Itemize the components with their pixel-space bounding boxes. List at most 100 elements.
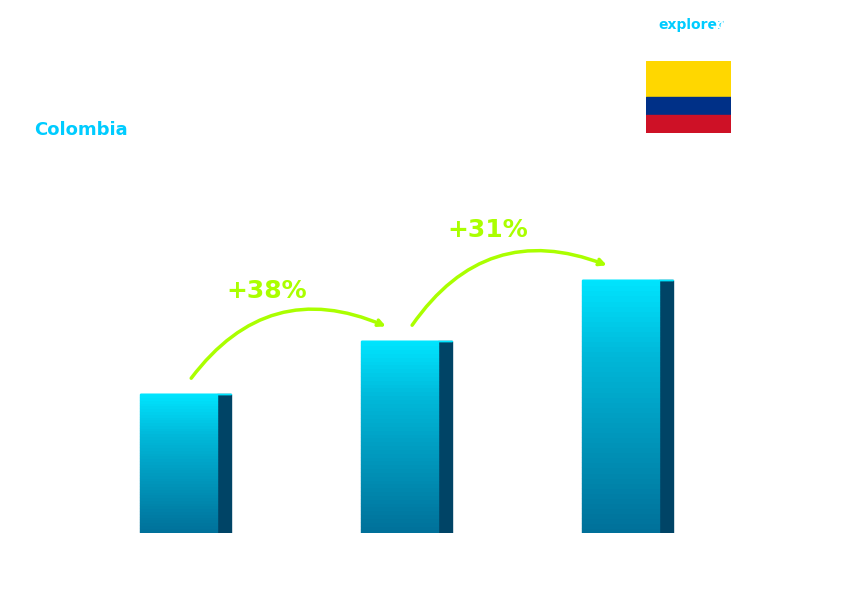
Bar (139, 414, 217, 416)
Bar (139, 456, 217, 458)
Bar (139, 444, 217, 447)
Text: Salary Comparison By Education: Salary Comparison By Education (34, 30, 542, 58)
Bar (360, 418, 438, 422)
Bar (646, 97, 731, 115)
Text: 10,800,000 COP: 10,800,000 COP (561, 253, 680, 267)
Bar (139, 411, 217, 414)
Bar (581, 452, 659, 458)
Bar (581, 467, 659, 473)
Bar (581, 336, 659, 341)
Bar (360, 438, 438, 441)
Text: Environmental Scientist: Environmental Scientist (34, 79, 248, 97)
Bar (581, 341, 659, 346)
Bar (360, 487, 438, 491)
Bar (139, 478, 217, 481)
Bar (581, 366, 659, 371)
Bar (139, 439, 217, 442)
Bar (360, 395, 438, 399)
Bar (581, 280, 659, 285)
Bar (360, 353, 438, 357)
Bar (139, 403, 217, 405)
Bar (581, 402, 659, 407)
Bar (360, 518, 438, 522)
Bar (139, 519, 217, 522)
Bar (581, 478, 659, 482)
Bar (360, 461, 438, 464)
Bar (581, 387, 659, 391)
Bar (581, 397, 659, 402)
Bar (360, 507, 438, 510)
Bar (581, 503, 659, 508)
Bar (139, 489, 217, 491)
Bar (139, 453, 217, 456)
Bar (139, 475, 217, 478)
Polygon shape (218, 395, 231, 533)
Bar (360, 525, 438, 530)
Bar (360, 341, 438, 345)
Bar (581, 462, 659, 467)
Bar (139, 486, 217, 489)
Bar (581, 361, 659, 366)
Bar (581, 458, 659, 462)
Bar (360, 456, 438, 461)
Bar (139, 467, 217, 470)
Bar (360, 426, 438, 430)
Bar (360, 441, 438, 445)
Bar (581, 371, 659, 376)
Bar (581, 432, 659, 437)
Bar (360, 403, 438, 407)
Bar (139, 419, 217, 422)
Bar (360, 453, 438, 456)
Bar (139, 405, 217, 408)
Bar (581, 518, 659, 523)
Bar (360, 491, 438, 495)
Bar (581, 407, 659, 412)
Bar (139, 508, 217, 511)
Bar (139, 464, 217, 467)
Bar (139, 514, 217, 516)
Bar (139, 436, 217, 439)
Bar (360, 399, 438, 403)
Bar (360, 361, 438, 364)
Bar (139, 447, 217, 450)
Bar (360, 468, 438, 472)
Bar (360, 476, 438, 479)
Bar (360, 387, 438, 391)
Bar (139, 511, 217, 514)
Bar (360, 407, 438, 410)
Bar (139, 422, 217, 425)
Polygon shape (659, 280, 673, 533)
Bar (581, 427, 659, 432)
Bar (581, 417, 659, 422)
Bar (139, 522, 217, 525)
Bar (581, 316, 659, 321)
Bar (139, 530, 217, 533)
Bar (360, 422, 438, 426)
Bar (139, 433, 217, 436)
Bar (139, 425, 217, 428)
Bar (581, 356, 659, 361)
Bar (581, 498, 659, 503)
Bar (360, 430, 438, 433)
Text: 8,190,000 COP: 8,190,000 COP (344, 315, 455, 327)
Bar (139, 408, 217, 411)
Bar (139, 525, 217, 528)
Bar (360, 530, 438, 533)
Bar (139, 458, 217, 461)
Bar (139, 428, 217, 430)
Bar (139, 442, 217, 444)
Bar (360, 464, 438, 468)
Bar (139, 430, 217, 433)
Text: +38%: +38% (227, 279, 307, 304)
Bar (139, 400, 217, 403)
Bar (581, 376, 659, 381)
Bar (581, 447, 659, 452)
Bar (139, 505, 217, 508)
Bar (646, 61, 731, 97)
Text: Average Monthly Salary: Average Monthly Salary (747, 284, 757, 407)
Bar (581, 381, 659, 387)
Bar (581, 493, 659, 498)
Text: .com: .com (711, 18, 749, 32)
Bar (581, 296, 659, 301)
Bar (139, 491, 217, 494)
